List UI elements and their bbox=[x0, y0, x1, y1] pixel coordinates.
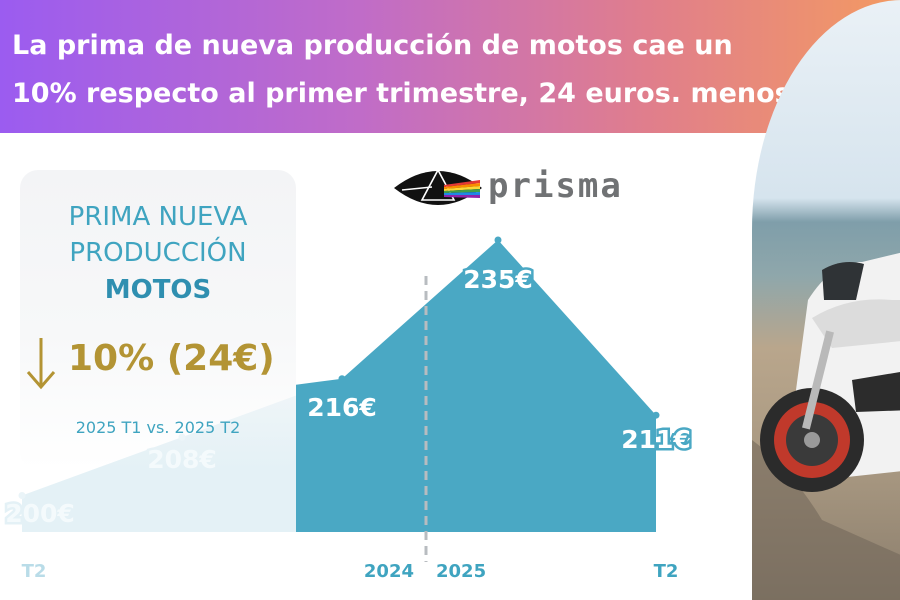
data-label: 235€ bbox=[463, 265, 533, 294]
prisma-logo: prisma bbox=[392, 160, 642, 220]
year-label: 2025 bbox=[436, 561, 486, 582]
percent-change: 10% (24€) bbox=[68, 338, 275, 379]
x-tick-label: T2 bbox=[654, 561, 679, 582]
prism-eye-icon bbox=[394, 168, 482, 205]
headline: La prima de nueva producción de motos ca… bbox=[12, 30, 791, 109]
summary-card: PRIMA NUEVA PRODUCCIÓN MOTOS 10% (24€) 2… bbox=[20, 170, 296, 470]
data-point bbox=[494, 236, 502, 244]
data-point bbox=[652, 411, 660, 419]
data-label: 211€ bbox=[621, 425, 691, 454]
motorcycle-photo bbox=[752, 0, 900, 600]
card-title-line3: MOTOS bbox=[104, 275, 212, 305]
card-title-line2: PRODUCCIÓN bbox=[69, 238, 247, 268]
motorcycle-illustration bbox=[752, 252, 900, 600]
card-title-line1: PRIMA NUEVA bbox=[68, 202, 248, 232]
comparison-period: 2025 T1 vs. 2025 T2 bbox=[75, 418, 241, 437]
x-tick-label: T2 bbox=[22, 561, 47, 582]
data-label: 200€ bbox=[5, 499, 75, 528]
year-label: 2024 bbox=[364, 561, 414, 582]
arrow-down-icon bbox=[26, 338, 56, 390]
headline-banner: La prima de nueva producción de motos ca… bbox=[0, 0, 900, 133]
data-point bbox=[338, 375, 346, 383]
data-label: 216€ bbox=[307, 393, 377, 422]
logo-wordmark: prisma bbox=[488, 166, 623, 206]
area-highlighted bbox=[296, 240, 656, 532]
data-point bbox=[18, 492, 26, 499]
